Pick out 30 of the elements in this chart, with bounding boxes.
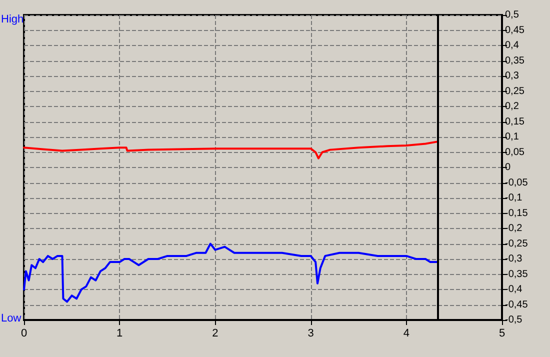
y-tick-label: -0,15	[505, 208, 528, 219]
x-tick-label: 3	[308, 328, 314, 340]
line-series	[23, 140, 439, 160]
y-tick-label: 0,1	[505, 132, 520, 142]
text: Low	[1, 312, 22, 324]
y-tick-label: -0,4	[505, 284, 523, 295]
x-tick-label: 5	[498, 328, 506, 340]
y-tick-label: -0,05	[505, 177, 528, 188]
x-tick-label: 1	[116, 328, 123, 340]
y-tick-label: 0,15	[505, 116, 525, 128]
y-tick-label: -0,1	[505, 192, 523, 204]
y-tick-label: 0,5	[505, 10, 520, 20]
y-tick-label: 0,25	[505, 86, 525, 97]
x-tick-label: 2	[212, 328, 218, 340]
y-tick-label: -0,25	[505, 238, 528, 250]
y-tick-label: -0,5	[505, 314, 523, 326]
y-tick-label: 0,3	[505, 70, 520, 82]
y-tick-label: -0,2	[505, 223, 523, 234]
x-tick-label: 0	[20, 328, 28, 340]
y-tick-label: 0,45	[505, 24, 525, 36]
y-tick-label: -0,35	[505, 268, 528, 280]
y-tick-label: 0,4	[505, 40, 520, 51]
line-series	[23, 242, 439, 303]
y-tick-label: 0,2	[505, 101, 520, 112]
x-tick-label: 4	[403, 328, 410, 340]
y-tick-label: -0,3	[505, 254, 523, 264]
y-tick-label: -0,45	[505, 299, 528, 310]
y-tick-label: 0,35	[505, 55, 525, 66]
text: High	[1, 14, 24, 26]
y-tick-label: 0,05	[505, 146, 525, 158]
